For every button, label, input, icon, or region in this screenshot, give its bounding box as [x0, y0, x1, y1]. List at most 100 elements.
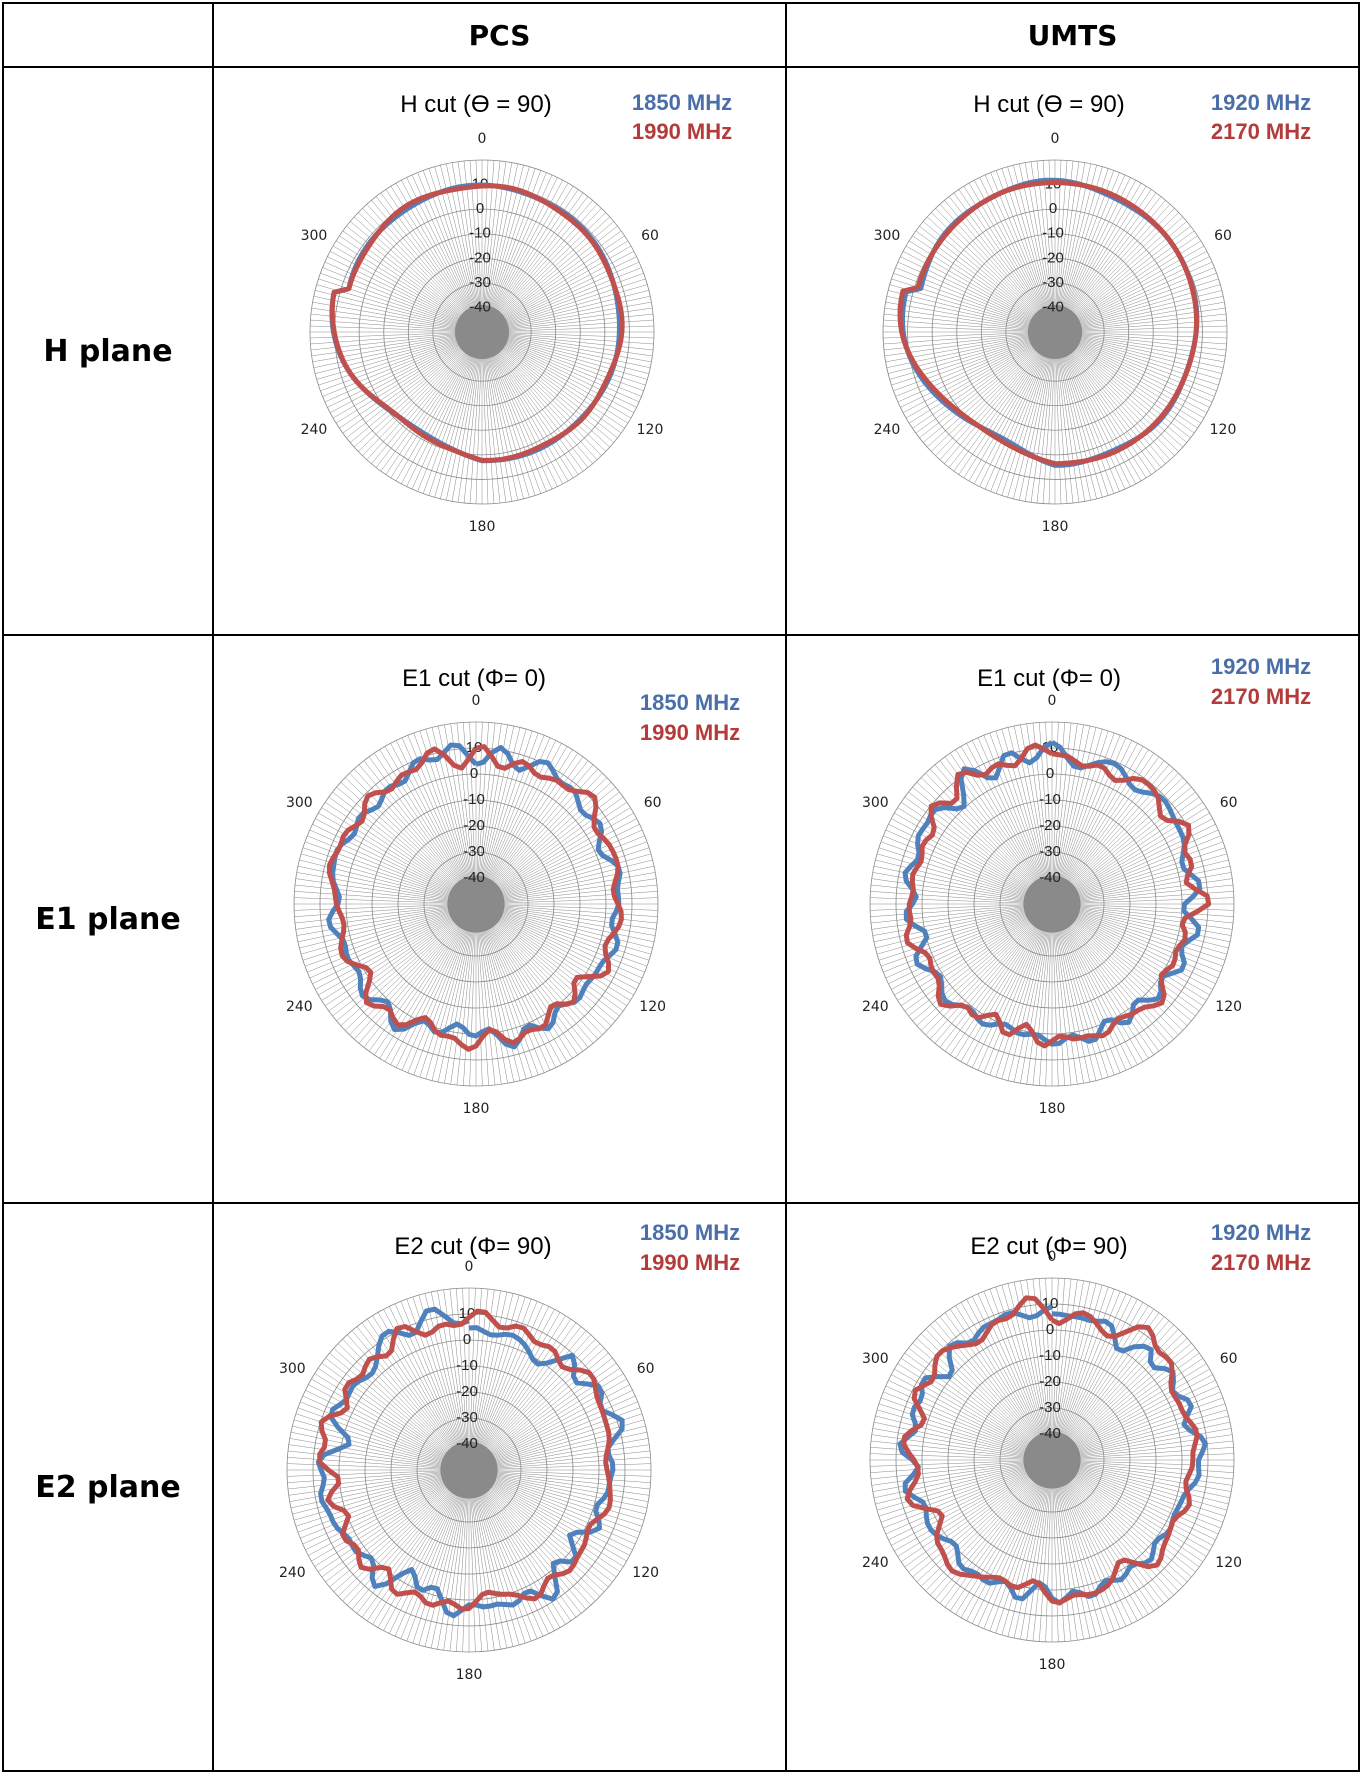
grid-spoke: [300, 1469, 470, 1539]
angle-tick-label: 180: [456, 1667, 483, 1683]
grid-spoke: [481, 331, 642, 397]
grid-spoke: [481, 331, 563, 484]
grid-spoke: [332, 331, 483, 419]
grid-spoke: [481, 331, 652, 363]
grid-spoke: [979, 331, 1056, 487]
grid-spoke: [1001, 168, 1056, 333]
grid-spoke: [1054, 331, 1221, 380]
grid-spoke: [920, 1333, 1053, 1461]
grid-spoke: [1001, 728, 1053, 905]
grid-spoke: [481, 331, 653, 357]
grid-spoke: [1051, 903, 1229, 949]
grid-spoke: [1051, 903, 1115, 1076]
grid-spoke: [1051, 903, 1219, 979]
grid-spoke: [468, 1469, 561, 1628]
grid-spoke: [891, 903, 1053, 990]
grid-spoke: [475, 903, 594, 1044]
grid-spoke: [897, 331, 1056, 403]
grid-spoke: [1051, 1459, 1174, 1596]
grid-spoke: [481, 331, 519, 501]
chart-title: E1 cut (Φ= 0): [977, 665, 1121, 692]
grid-spoke: [1051, 903, 1207, 1001]
grid-spoke: [401, 331, 483, 484]
grid-spoke: [450, 903, 477, 1085]
grid-spoke: [475, 903, 643, 979]
angle-tick-label: 180: [469, 519, 496, 535]
grid-spoke: [1051, 749, 1149, 905]
grid-spoke: [1054, 168, 1109, 333]
grid-spoke: [905, 331, 1056, 419]
grid-spoke: [1054, 331, 1207, 413]
grid-spoke: [481, 331, 584, 472]
grid-spoke: [1054, 331, 1179, 452]
grid-spoke: [876, 853, 1053, 905]
grid-spoke: [475, 740, 557, 905]
grid-spoke: [308, 1469, 470, 1556]
grid-spoke: [958, 189, 1056, 333]
grid-spoke: [1051, 812, 1210, 905]
grid-spoke: [481, 331, 602, 456]
grid-spoke: [468, 1469, 489, 1652]
grid-spoke: [310, 331, 483, 339]
legend-entry: 1920 MHz: [1211, 90, 1311, 115]
grid-spoke: [1051, 1459, 1084, 1640]
grid-spoke: [919, 225, 1056, 333]
grid-spoke: [368, 903, 477, 1052]
grid-spoke: [1001, 1459, 1053, 1636]
grid-spoke: [1051, 841, 1224, 905]
grid-spoke: [878, 1459, 1053, 1517]
grid-spoke: [468, 1288, 482, 1471]
grid-spoke: [1051, 1415, 1229, 1461]
grid-spoke: [481, 331, 589, 468]
grid-spoke: [979, 177, 1056, 333]
grid-spoke: [1051, 903, 1097, 1081]
grid-spoke: [872, 903, 1053, 936]
grid-spoke: [873, 903, 1053, 943]
grid-spoke: [897, 903, 1053, 1001]
grid-spoke: [1054, 166, 1103, 333]
grid-spoke: [481, 331, 547, 492]
grid-spoke: [468, 1469, 649, 1502]
grid-spoke: [1051, 1379, 1216, 1461]
grid-spoke: [307, 903, 477, 973]
grid-spoke: [1051, 903, 1144, 1062]
grid-spoke: [886, 295, 1056, 333]
grid-spoke: [379, 749, 477, 905]
grid-spoke: [1054, 165, 1097, 333]
grid-spoke: [481, 331, 489, 504]
grid-spoke: [475, 331, 483, 504]
grid-spoke: [883, 325, 1056, 333]
grid-spoke: [475, 903, 650, 961]
grid-spoke: [315, 903, 477, 990]
row-label-h-plane: H plane: [2, 66, 214, 636]
angle-tick-label: 0: [465, 1259, 474, 1275]
grid-spoke: [960, 1302, 1053, 1461]
grid-spoke: [468, 1469, 482, 1652]
grid-spoke: [1051, 903, 1109, 1078]
grid-spoke: [336, 331, 483, 424]
grid-spoke: [320, 331, 483, 392]
grid-spoke: [481, 313, 654, 333]
grid-spoke: [915, 230, 1056, 333]
grid-spoke: [475, 728, 527, 905]
grid-spoke: [1051, 1459, 1216, 1541]
grid-spoke: [950, 752, 1053, 905]
radial-tick-label: -40: [1039, 869, 1061, 886]
grid-spoke: [481, 331, 593, 464]
grid-spoke: [310, 325, 483, 333]
grid-spoke: [1051, 1459, 1196, 1573]
grid-spoke: [1054, 331, 1080, 503]
grid-spoke: [908, 903, 1053, 1017]
grid-spoke: [463, 331, 483, 504]
grid-spoke: [437, 903, 477, 1083]
grid-spoke: [1054, 331, 1152, 475]
grid-spoke: [950, 1459, 1053, 1612]
grid-spoke: [953, 192, 1056, 333]
grid-spoke: [870, 1459, 1053, 1480]
grid-spoke: [995, 730, 1053, 905]
grid-spoke: [900, 331, 1056, 408]
grid-spoke: [475, 812, 634, 905]
grid-spoke: [468, 1303, 544, 1471]
